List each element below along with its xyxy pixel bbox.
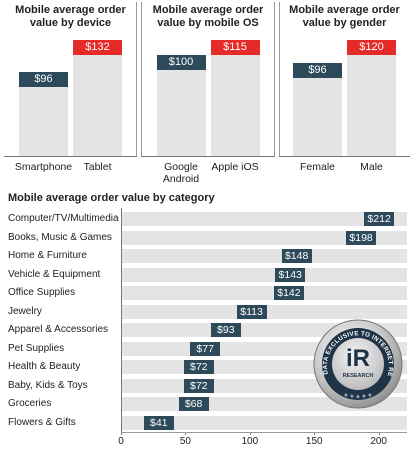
tick-mark [314, 432, 316, 435]
category-label: Groceries [8, 398, 52, 410]
panel-border [4, 2, 137, 156]
axis-line [121, 208, 122, 432]
category-label: Flowers & Gifts [8, 416, 76, 428]
category-label: Pet Supplies [8, 342, 65, 354]
chart-title: Mobile average order value by category [8, 192, 215, 204]
category-label: Office Supplies [8, 287, 76, 299]
axis-line [4, 156, 137, 157]
bar: $212 [364, 212, 395, 227]
bar [293, 63, 342, 156]
value-label: $100 [156, 55, 206, 71]
svg-text:★: ★ [355, 394, 360, 401]
category-label: Jewelry [8, 305, 42, 317]
category-label: Apparel & Accessories [8, 324, 109, 336]
axis-line [141, 156, 275, 157]
value-label: $115 [210, 40, 260, 55]
category-label: Male [360, 161, 383, 173]
bar: $142 [273, 286, 304, 301]
axis-line [279, 156, 410, 157]
x-tick-label: 100 [241, 436, 259, 447]
tick-mark [185, 432, 187, 435]
category-label: Smartphone [14, 161, 73, 173]
bar-track [121, 286, 407, 301]
panel-border [279, 2, 410, 156]
value-label: $132 [73, 40, 122, 55]
bar-track [121, 415, 407, 430]
bar-track [121, 267, 407, 282]
badge-logo: iR [346, 345, 370, 372]
bar [210, 40, 260, 156]
svg-text:★: ★ [343, 392, 348, 399]
svg-text:★: ★ [349, 393, 354, 400]
bar: $198 [346, 230, 377, 245]
svg-text:★: ★ [367, 392, 372, 399]
x-tick-label: 200 [370, 436, 387, 447]
value-label: $96 [19, 71, 68, 87]
bar [73, 40, 122, 156]
category-label: Books, Music & Games [8, 231, 112, 243]
panel-title: Mobile average order value by gender [289, 4, 400, 29]
category-label: Home & Furniture [8, 250, 87, 262]
panel-title: Mobile average order value by mobile OS [152, 4, 264, 29]
bar-track [121, 212, 407, 227]
category-label: Google Android [162, 161, 200, 185]
bar-track [121, 230, 407, 245]
badge: DATA EXCLUSIVE TO INTERNET RETAILER iR R… [312, 318, 403, 409]
x-tick-label: 0 [118, 436, 124, 447]
tick-mark [378, 432, 380, 435]
bar: $72 [183, 378, 214, 393]
bar [156, 55, 206, 156]
svg-text:★: ★ [361, 393, 366, 400]
bar: $113 [236, 304, 267, 319]
category-label: Health & Beauty [8, 361, 81, 373]
bar: $72 [183, 360, 214, 375]
tick-mark [249, 432, 251, 435]
category-label: Tablet [83, 161, 112, 173]
bar-track [121, 249, 407, 264]
bar: $77 [190, 341, 221, 356]
category-label: Vehicle & Equipment [8, 268, 101, 280]
panel-border [141, 2, 275, 156]
bar: $41 [143, 415, 174, 430]
bar: $93 [210, 323, 241, 338]
tick-mark [121, 432, 122, 435]
x-tick-label: 50 [179, 436, 191, 447]
bar: $143 [275, 267, 306, 282]
bar: $68 [178, 397, 209, 412]
bar: $148 [281, 249, 312, 264]
axis-line [121, 432, 407, 433]
panel-title: Mobile average order value by device [15, 4, 126, 29]
category-label: Baby, Kids & Toys [8, 379, 88, 391]
category-label: Computer/TV/Multimedia [8, 213, 119, 225]
value-label: $120 [347, 40, 396, 55]
value-label: $96 [293, 63, 342, 79]
badge-subtext: RESEARCH [343, 373, 374, 379]
badge-stars: ★ ★ ★ ★ ★ [343, 392, 372, 401]
category-label: Female [299, 161, 335, 173]
bar [347, 40, 396, 156]
category-label: Apple iOS [211, 161, 259, 173]
x-tick-label: 150 [305, 436, 323, 447]
